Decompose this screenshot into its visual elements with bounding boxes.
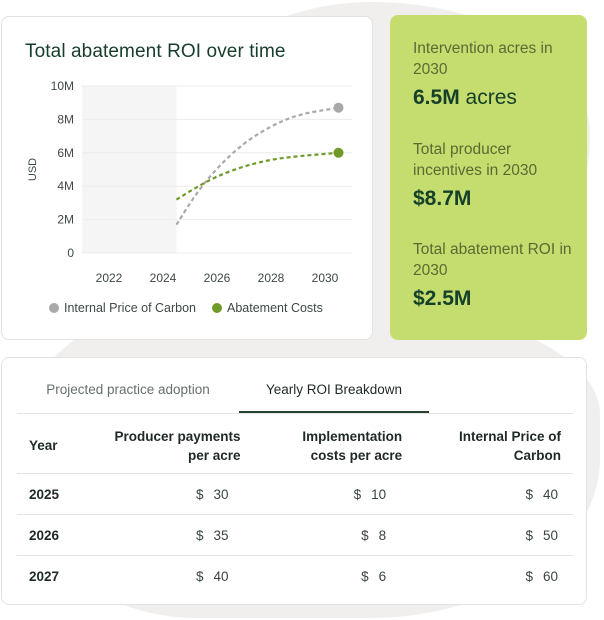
cell-value: 35 [213,527,229,543]
cell-value: 6 [378,568,387,584]
header-internal-carbon-price: Internal Price of Carbon [402,418,573,474]
cell-implementation-costs: $8 [240,514,403,556]
y-axis-label: USD [27,158,39,181]
roi-breakdown-table: Year Producer payments per acre Implement… [17,418,573,596]
tab-bar: Projected practice adoption Yearly ROI B… [17,358,573,414]
legend-label-abatement-costs: Abatement Costs [227,301,323,315]
y-tick-label: 10M [51,79,74,93]
header-text: per acre [187,447,241,463]
stat-intervention-acres: Intervention acres in 2030 6.5M acres [413,38,573,110]
y-tick-label: 0 [67,246,74,260]
table-row: 2025 $30 $10 $40 [17,473,573,515]
stat-label: Total producer incentives in 2030 [413,141,538,179]
cell-internal-carbon-price: $40 [402,473,573,515]
tab-yearly-roi-breakdown[interactable]: Yearly ROI Breakdown [239,358,429,413]
currency-symbol: $ [525,486,533,502]
stat-unit: acres [459,86,517,109]
x-tick-label: 2028 [258,271,285,285]
x-tick-label: 2022 [96,271,123,285]
cell-value: 40 [542,486,558,502]
series-line-internal-price-of-carbon [175,106,339,226]
roi-line-chart: 0 2M 4M 6M 8M 10M 2022 2024 2026 2028 2030 USD [27,79,352,285]
stat-producer-incentives: Total producer incentives in 2030 $8.7M [413,139,573,211]
stat-value: $2.5M [413,287,472,310]
roi-chart-card: Total abatement ROI over time 0 2M 4M 6M 8M 1… [1,16,373,340]
x-tick-label: 2026 [204,271,231,285]
series-end-point-abatement-costs [333,147,344,158]
cell-value: 60 [542,568,558,584]
cell-producer-payments: $30 [93,473,241,515]
legend-item-abatement-costs[interactable]: Abatement Costs [212,301,323,315]
currency-symbol: $ [525,527,533,543]
x-tick-label: 2030 [312,271,339,285]
y-tick-label: 4M [57,179,74,193]
stat-label: Intervention acres in 2030 [413,40,553,78]
cell-value: 50 [542,527,558,543]
y-tick-label: 2M [57,213,74,227]
currency-symbol: $ [195,568,204,584]
table-header-row: Year Producer payments per acre Implement… [17,418,573,474]
y-tick-label: 8M [57,112,74,126]
cell-internal-carbon-price: $50 [402,514,573,556]
header-text: Internal Price of [458,428,561,444]
cell-producer-payments: $40 [94,556,241,597]
currency-symbol: $ [195,486,204,502]
chart-title: Total abatement ROI over time [25,41,286,62]
cell-implementation-costs: $10 [240,473,403,515]
header-year: Year [17,418,94,474]
currency-symbol: $ [525,568,533,584]
cell-value: 40 [213,568,229,584]
cell-value: 8 [378,527,387,543]
stat-value: $8.7M [413,187,472,210]
header-producer-payments: Producer payments per acre [93,418,241,474]
historical-band [82,86,177,253]
stat-abatement-roi: Total abatement ROI in 2030 $2.5M [413,239,573,311]
table-row: 2026 $35 $8 $50 [17,514,573,556]
legend-swatch-carbon-price [49,303,59,313]
series-end-point-internal-price-of-carbon [333,102,344,113]
series-line-abatement-costs [175,151,339,201]
stat-value: 6.5M acres [413,86,573,110]
cell-year: 2026 [17,514,94,556]
header-text: Producer payments [114,428,241,444]
chart-legend: Internal Price of Carbon Abatement Costs [49,301,323,315]
header-text: costs per acre [310,447,403,463]
x-tick-label: 2024 [150,271,177,285]
summary-stats-card: Intervention acres in 2030 6.5M acres To… [390,15,587,340]
currency-symbol: $ [353,486,362,502]
header-text: Carbon [513,447,561,463]
cell-value: 10 [371,486,387,502]
cell-value: 30 [213,486,229,502]
currency-symbol: $ [361,568,369,584]
legend-swatch-abatement-costs [212,303,223,313]
cell-producer-payments: $35 [93,514,241,556]
y-tick-label: 6M [57,146,74,160]
currency-symbol: $ [195,527,204,543]
tab-projected-practice-adoption[interactable]: Projected practice adoption [46,382,210,397]
header-text: Implementation [302,428,403,444]
legend-item-carbon-price[interactable]: Internal Price of Carbon [49,301,196,315]
cell-year: 2027 [29,568,60,584]
stat-number: 6.5M [413,86,460,109]
table-row: 2027 $40 $6 $60 [17,556,573,597]
cell-implementation-costs: $6 [241,556,403,597]
cell-internal-carbon-price: $60 [402,556,573,597]
stat-label: Total abatement ROI in 2030 [413,241,572,279]
roi-breakdown-card: Projected practice adoption Yearly ROI B… [1,357,587,605]
legend-label-carbon-price: Internal Price of Carbon [64,301,197,315]
cell-year: 2025 [17,473,94,515]
header-implementation-costs: Implementation costs per acre [240,418,403,474]
currency-symbol: $ [361,527,369,543]
